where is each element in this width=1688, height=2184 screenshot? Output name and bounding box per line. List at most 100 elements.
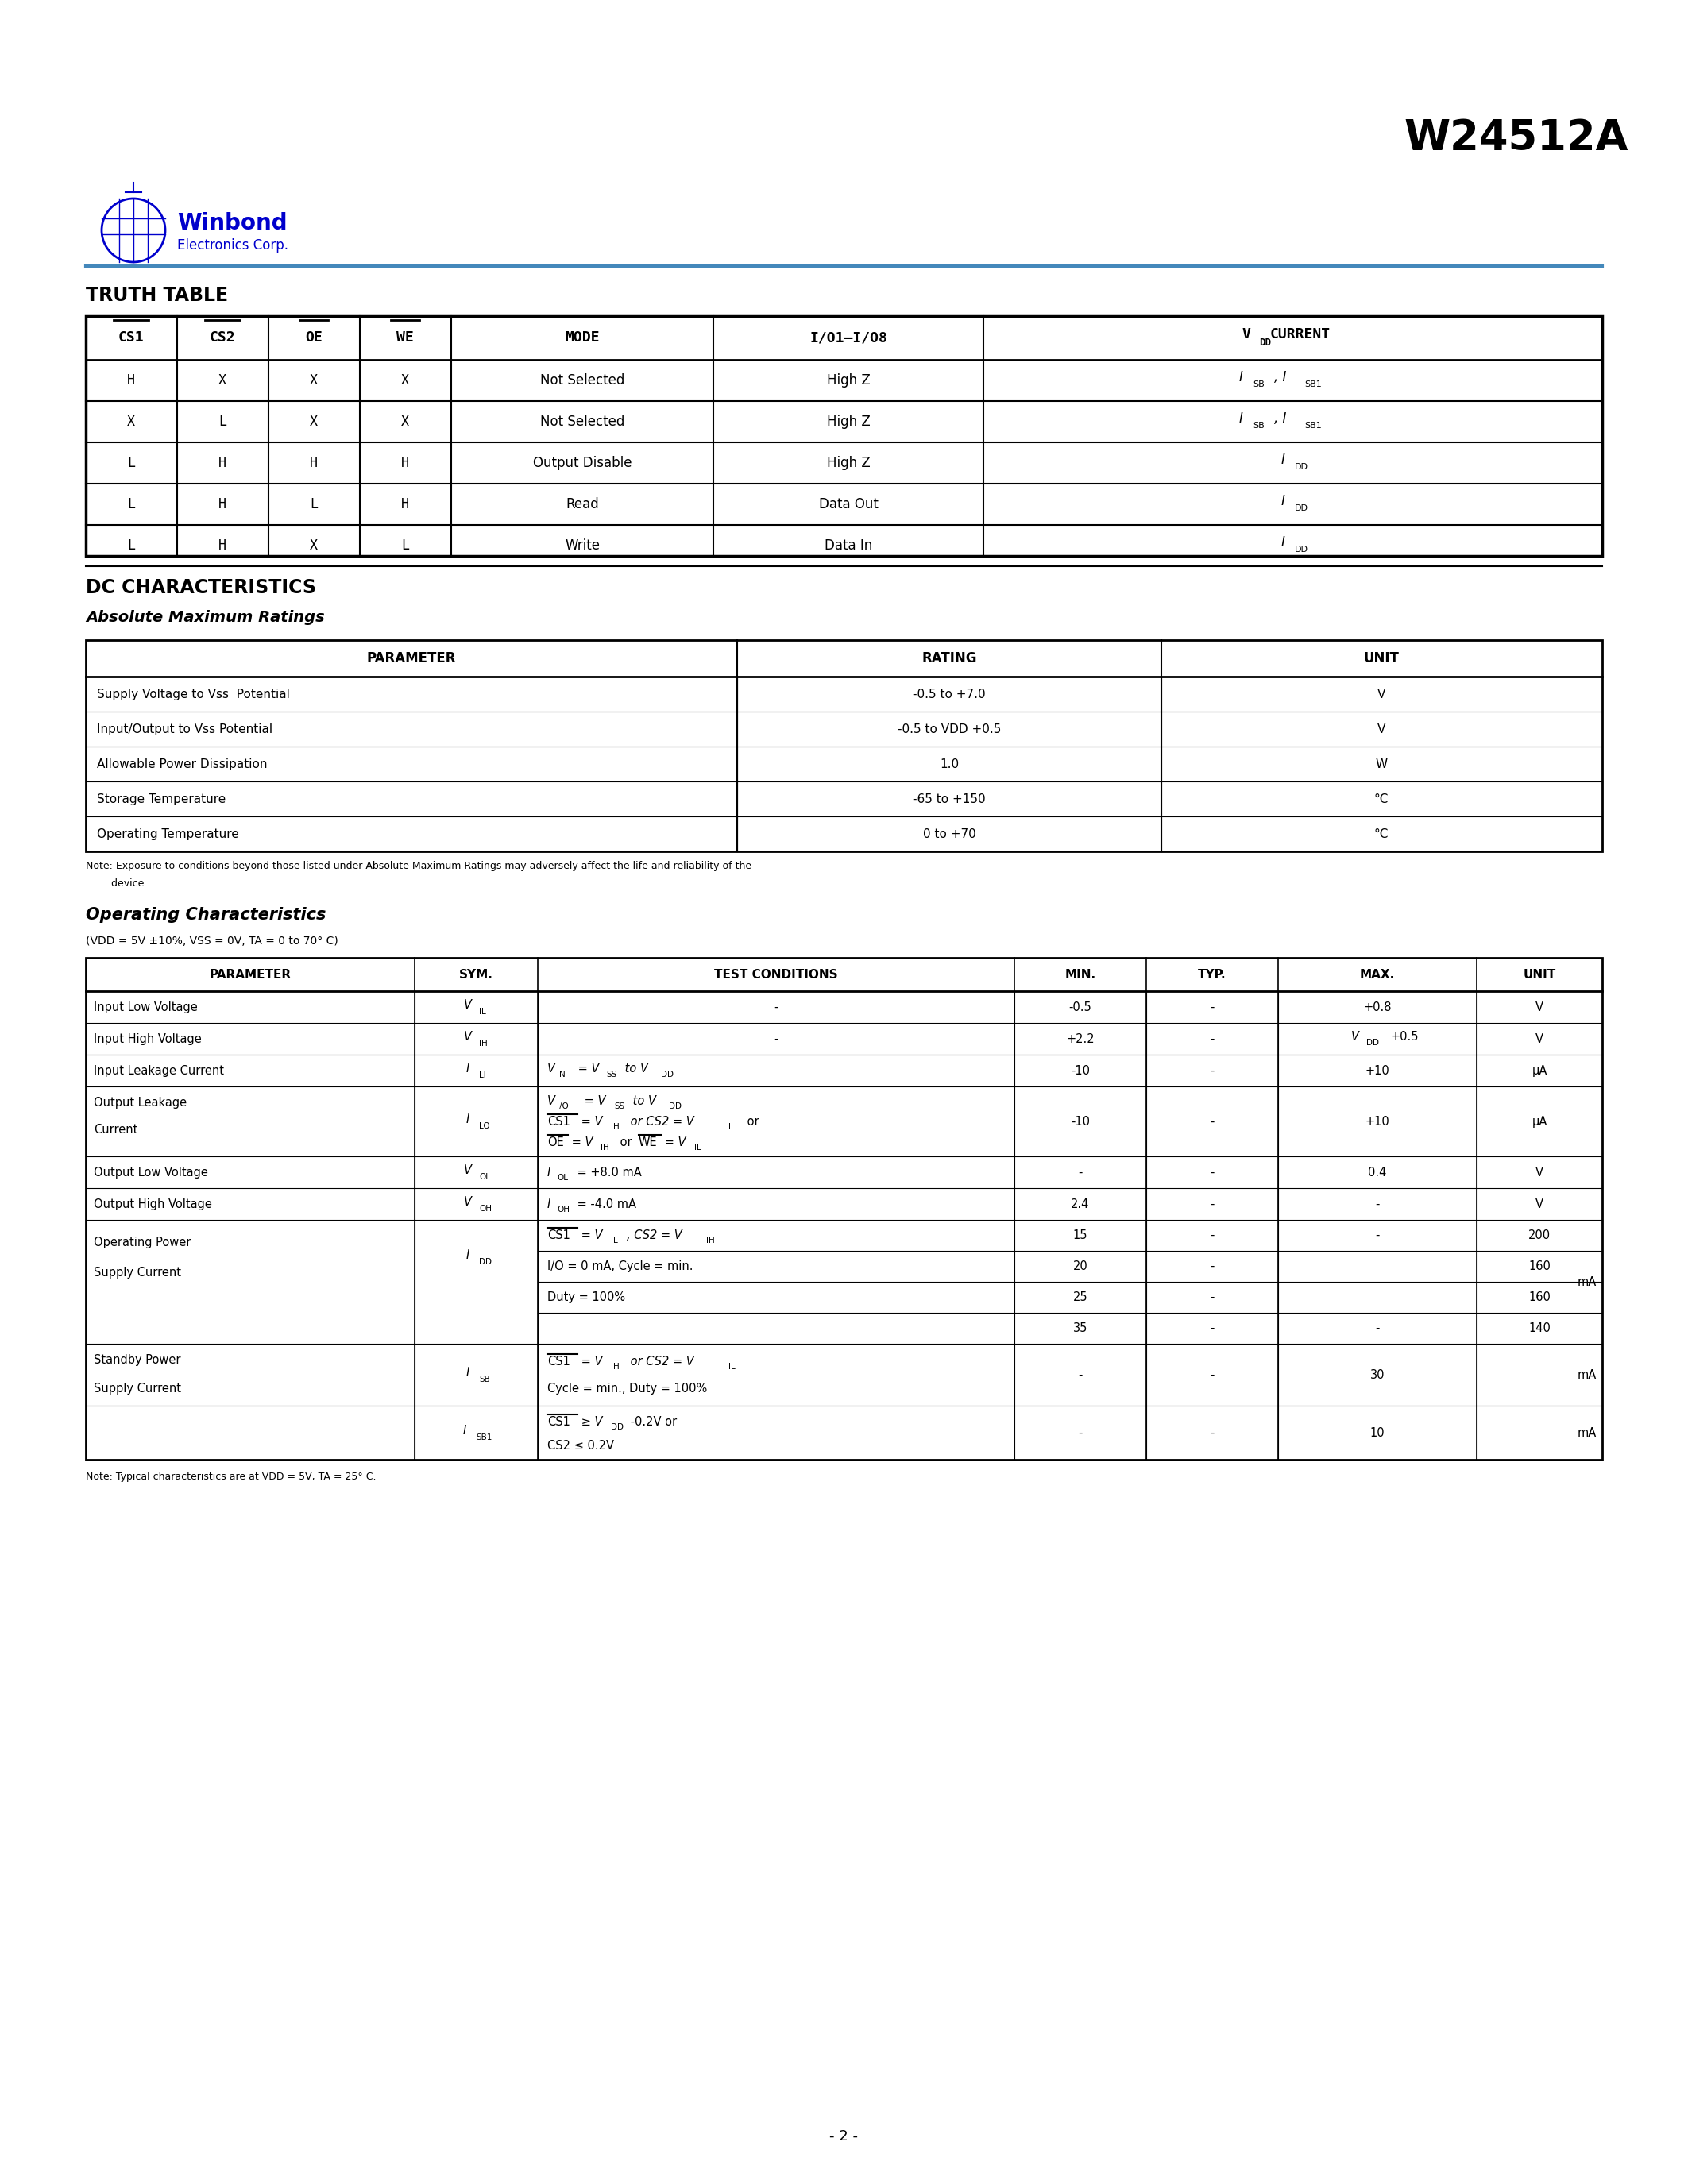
Text: 160: 160 [1528,1260,1551,1271]
Text: Operating Power: Operating Power [95,1236,191,1247]
Text: L: L [311,498,317,511]
Text: V: V [1350,1031,1359,1042]
Text: V: V [547,1061,555,1075]
Text: - 2 -: - 2 - [829,2129,858,2143]
Text: Input/Output to Vss Potential: Input/Output to Vss Potential [96,723,272,736]
Text: IH: IH [611,1123,619,1131]
Text: V: V [464,1195,473,1208]
Text: -: - [1376,1230,1379,1241]
Text: DD: DD [1366,1040,1379,1046]
Text: Input High Voltage: Input High Voltage [95,1033,201,1044]
Text: -: - [773,1033,778,1044]
Text: or CS2 = V: or CS2 = V [626,1356,694,1367]
Text: CURRENT: CURRENT [1269,328,1330,341]
Text: -: - [1079,1369,1082,1380]
Text: SS: SS [606,1070,616,1079]
Text: Current: Current [95,1123,138,1136]
Text: PARAMETER: PARAMETER [366,651,456,666]
Text: I: I [466,1367,469,1378]
Text: = V: = V [581,1094,606,1107]
Text: -: - [1210,1199,1214,1210]
Text: X: X [402,415,408,428]
Text: +2.2: +2.2 [1067,1033,1094,1044]
Text: SB1: SB1 [1305,422,1322,430]
Bar [86,959,1602,1459]
Text: -: - [1210,1116,1214,1127]
Text: +10: +10 [1366,1116,1389,1127]
Text: Input Low Voltage: Input Low Voltage [95,1000,197,1013]
Text: = +8.0 mA: = +8.0 mA [574,1166,641,1177]
Text: V: V [464,998,473,1011]
Text: V: V [464,1164,473,1175]
Text: 20: 20 [1074,1260,1087,1271]
Text: IL: IL [694,1144,701,1151]
Text: I: I [466,1114,469,1125]
Text: μA: μA [1531,1064,1548,1077]
Text: -0.5: -0.5 [1069,1000,1092,1013]
Text: DD: DD [1259,336,1271,347]
Text: L: L [218,415,226,428]
Text: Data In: Data In [824,539,873,553]
Text: Data Out: Data Out [819,498,878,511]
Text: 0 to +70: 0 to +70 [923,828,976,841]
Text: Storage Temperature: Storage Temperature [96,793,226,806]
Text: -10: -10 [1070,1064,1090,1077]
Text: Output High Voltage: Output High Voltage [95,1199,213,1210]
Text: SB1: SB1 [1305,380,1322,389]
Text: Allowable Power Dissipation: Allowable Power Dissipation [96,758,267,771]
Text: Not Selected: Not Selected [540,415,625,428]
Text: 160: 160 [1528,1291,1551,1304]
Text: 140: 140 [1528,1321,1551,1334]
Text: -: - [1210,1260,1214,1271]
Text: Supply Current: Supply Current [95,1382,181,1393]
Text: Standby Power: Standby Power [95,1354,181,1365]
Text: LI: LI [479,1072,486,1079]
Text: IL: IL [479,1007,486,1016]
Text: -: - [1210,1166,1214,1177]
Text: 1.0: 1.0 [940,758,959,771]
Text: V: V [1536,1000,1543,1013]
Text: L: L [127,498,135,511]
Text: DD: DD [662,1070,674,1079]
Text: DD: DD [668,1103,682,1109]
Text: L: L [402,539,408,553]
Text: I: I [1239,369,1242,384]
Text: LO: LO [479,1123,490,1129]
Text: High Z: High Z [827,373,869,387]
Text: , I: , I [1274,411,1286,426]
Text: DD: DD [611,1424,623,1431]
Text: , I: , I [1274,369,1286,384]
Text: IH: IH [601,1144,609,1151]
Text: OH: OH [479,1206,491,1212]
Text: 0.4: 0.4 [1367,1166,1388,1177]
Text: -: - [773,1000,778,1013]
Text: H: H [402,456,408,470]
Text: Winbond: Winbond [177,212,287,234]
Text: DD: DD [1295,463,1308,472]
Text: L: L [127,539,135,553]
Text: OH: OH [557,1206,569,1214]
Text: 200: 200 [1528,1230,1551,1241]
Text: V: V [1536,1166,1543,1177]
Text: I: I [547,1166,550,1177]
Text: I/O1–I/O8: I/O1–I/O8 [810,330,888,345]
Text: +10: +10 [1366,1064,1389,1077]
Text: -10: -10 [1070,1116,1090,1127]
Text: OE: OE [547,1136,564,1149]
Text: H: H [218,539,226,553]
Text: Duty = 100%: Duty = 100% [547,1291,625,1304]
Text: Read: Read [565,498,599,511]
Text: CS1: CS1 [547,1230,571,1241]
Text: -0.5 to +7.0: -0.5 to +7.0 [913,688,986,701]
Text: SB: SB [1252,380,1264,389]
Text: SS: SS [614,1103,625,1109]
Text: I: I [1281,452,1285,467]
Text: L: L [127,456,135,470]
Text: DD: DD [1295,546,1308,553]
Text: -: - [1210,1000,1214,1013]
Text: CS1: CS1 [547,1356,571,1367]
Text: -: - [1210,1033,1214,1044]
Text: I: I [1239,411,1242,426]
Text: DD: DD [1295,505,1308,513]
Text: 15: 15 [1074,1230,1087,1241]
